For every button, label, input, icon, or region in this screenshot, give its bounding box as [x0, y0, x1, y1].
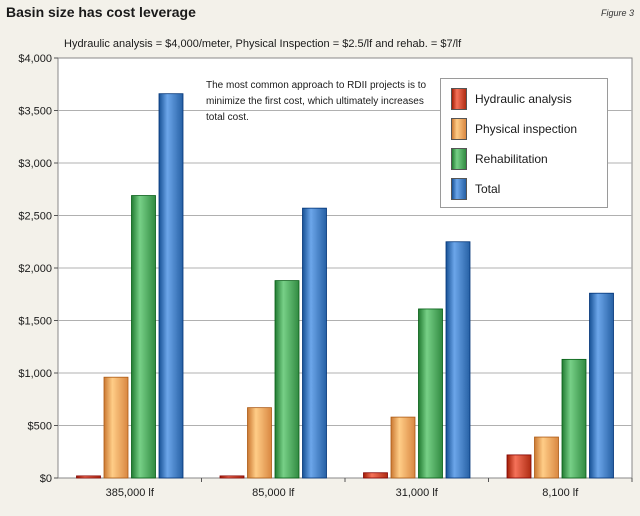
bar-total — [589, 292, 614, 479]
legend-item-rehab: Rehabilitation — [451, 147, 548, 171]
legend-swatch — [451, 178, 467, 200]
y-tick-label: $0 — [40, 473, 52, 485]
x-tick-label: 85,000 lf — [252, 487, 295, 499]
bar-hydraulic-analysis — [363, 472, 388, 479]
y-tick-label: $2,000 — [18, 263, 52, 275]
bar-hydraulic-analysis — [506, 454, 532, 479]
x-tick-label: 385,000 lf — [106, 487, 155, 499]
bar-total — [445, 241, 471, 479]
y-tick-label: $1,500 — [18, 316, 52, 328]
legend-item-hydraulic: Hydraulic analysis — [451, 87, 572, 111]
bar-rehabilitation — [274, 280, 300, 479]
bar-rehabilitation — [418, 308, 443, 479]
y-tick-label: $2,500 — [18, 211, 52, 223]
legend-swatch — [451, 88, 467, 110]
bar-rehabilitation — [561, 358, 587, 479]
bar-hydraulic-analysis — [219, 475, 245, 479]
y-tick-label: $3,000 — [18, 158, 52, 170]
figure-title: Basin size has cost leverage — [6, 4, 196, 20]
bar-physical-inspection — [247, 407, 272, 479]
legend-swatch — [451, 148, 467, 170]
y-tick-label: $500 — [28, 421, 52, 433]
chart-annotation: The most common approach to RDII project… — [206, 80, 427, 123]
bar-rehabilitation — [131, 195, 156, 479]
figure-label: Figure 3 — [600, 8, 634, 18]
legend-swatch — [451, 118, 467, 140]
bar-total — [158, 93, 184, 479]
y-tick-label: $3,500 — [18, 106, 52, 118]
y-tick-label: $1,000 — [18, 368, 52, 380]
legend-label: Physical inspection — [475, 122, 578, 136]
legend: Hydraulic analysis Physical inspection R… — [440, 78, 608, 208]
x-tick-label: 8,100 lf — [542, 487, 579, 499]
y-tick-label: $4,000 — [18, 53, 52, 65]
bar-physical-inspection — [390, 416, 416, 479]
legend-item-total: Total — [451, 177, 500, 201]
bar-physical-inspection — [103, 376, 129, 479]
legend-label: Total — [475, 182, 501, 196]
bar-total — [302, 207, 327, 479]
legend-label: Rehabilitation — [475, 152, 548, 166]
legend-item-physical: Physical inspection — [451, 117, 577, 141]
bar-hydraulic-analysis — [76, 475, 101, 479]
bar-physical-inspection — [534, 436, 559, 479]
chart-subtitle: Hydraulic analysis = $4,000/meter, Physi… — [64, 38, 462, 50]
legend-label: Hydraulic analysis — [475, 92, 572, 106]
x-tick-label: 31,000 lf — [396, 487, 439, 499]
